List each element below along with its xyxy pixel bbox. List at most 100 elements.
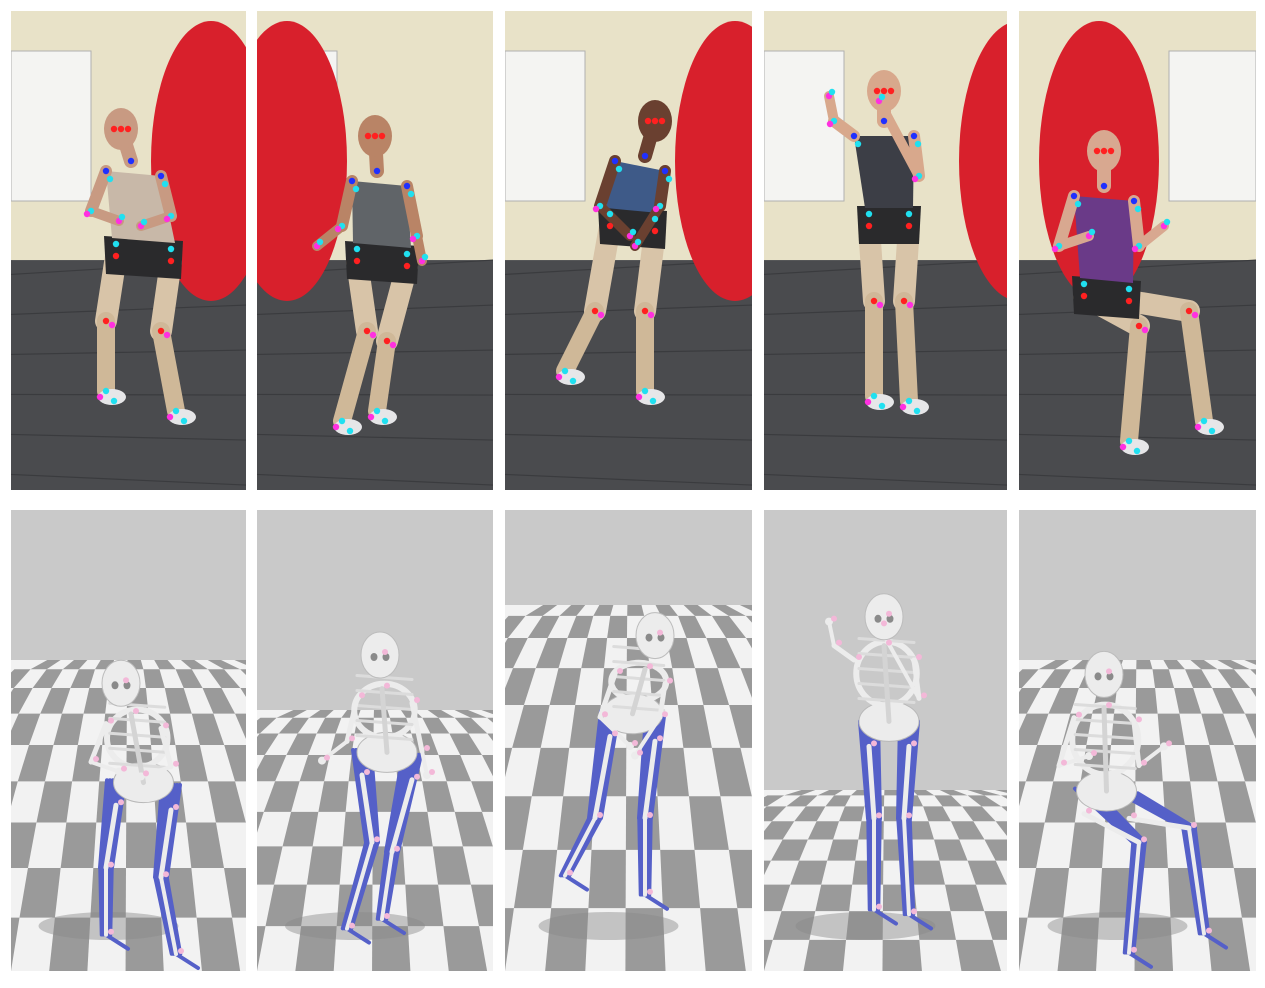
checker-tile (487, 717, 493, 723)
checker-tile (1019, 822, 1045, 869)
keypoint-markers (1051, 147, 1216, 455)
keypoint-dot (382, 649, 388, 655)
checker-tile (967, 860, 1007, 885)
keypoint-dot (606, 210, 614, 218)
keypoint-dot (166, 413, 174, 421)
photo-run (505, 11, 752, 490)
checker-tile (17, 744, 54, 782)
checker-tile (1134, 917, 1174, 971)
keypoint-dot (913, 407, 921, 415)
floor-seam (764, 433, 1007, 441)
checker-tile (1069, 822, 1106, 869)
muscle-thigh (354, 748, 370, 845)
checker-tile (549, 668, 582, 705)
shorts (104, 236, 183, 279)
checker-tile (700, 908, 746, 971)
leg-lower (556, 302, 604, 380)
virtual-markers (1061, 668, 1212, 953)
checker-tile (513, 849, 558, 909)
keypoint-dot (649, 397, 657, 405)
keypoint-dot (124, 125, 132, 133)
muscle-foot (563, 873, 589, 892)
checker-tile (588, 849, 626, 909)
checker-tile (11, 713, 41, 745)
photo-squat (11, 11, 246, 490)
floor-seam (257, 349, 493, 356)
spine (630, 666, 648, 717)
checker-tile (1044, 781, 1081, 823)
keypoint-dot (651, 227, 659, 235)
spine (128, 711, 146, 786)
keypoint-dot (83, 210, 91, 218)
keypoint-dot (163, 331, 171, 339)
keypoint-dot (429, 769, 435, 775)
keypoint-dot (332, 423, 340, 431)
skull (1084, 650, 1124, 698)
checker-tile (1099, 868, 1135, 918)
keypoint-dot (644, 117, 652, 125)
keypoint-dot (658, 117, 666, 125)
skeleton-figure (285, 631, 431, 945)
leg-lower (1180, 302, 1213, 430)
keypoint-dot (850, 132, 858, 140)
keypoint-markers (313, 132, 429, 435)
hand (631, 751, 639, 760)
shadow (538, 912, 679, 940)
forearm (827, 619, 836, 648)
keypoint-dot (348, 177, 356, 185)
red-partition (151, 21, 246, 301)
checker-tile (764, 795, 785, 807)
hand (137, 772, 145, 781)
muscle-shank (567, 816, 603, 878)
checker-tile (154, 660, 176, 670)
checker-tile (655, 605, 679, 616)
checker-tile (1019, 688, 1041, 714)
keypoint-dot (173, 804, 179, 810)
keypoint-dot (352, 185, 360, 193)
muscle-thigh (157, 783, 170, 880)
keypoint-dot (334, 225, 342, 233)
femur (103, 802, 119, 871)
muscle-thigh (165, 783, 182, 880)
checker-tile (512, 704, 550, 748)
checker-tile (729, 704, 752, 748)
checker-tile (454, 811, 493, 847)
keypoint-dot (629, 228, 637, 236)
keypoint-dot (911, 908, 917, 915)
muscle-thigh (589, 709, 606, 820)
keypoint-dot (615, 165, 623, 173)
femur (359, 772, 375, 845)
keypoint-dot (167, 245, 175, 253)
eye-socket (111, 681, 119, 690)
muscle-foot (907, 912, 933, 931)
keypoint-dot (157, 327, 165, 335)
checker-tile (746, 637, 752, 649)
keypoint-dot (1125, 285, 1133, 293)
humerus (657, 681, 668, 720)
skeleton-figure (1047, 650, 1228, 969)
keypoint-dot (870, 297, 878, 305)
muscle-thigh (98, 778, 109, 870)
eye-socket (1106, 672, 1114, 681)
keypoint-dot (567, 869, 573, 876)
keypoint-dot (905, 210, 913, 218)
checker-tile (1195, 822, 1234, 869)
checker-tile (257, 717, 277, 734)
checker-tile (235, 713, 246, 739)
person-figure (85, 108, 196, 425)
keypoint-dot (403, 262, 411, 270)
checker-tile (306, 846, 343, 885)
keypoint-dot (905, 222, 913, 230)
keypoint-dot (1125, 297, 1133, 305)
keypoint-dot (1100, 147, 1108, 155)
checker-tile (825, 795, 851, 807)
checker-tile (525, 605, 558, 616)
eye-socket (370, 653, 378, 661)
keypoint-dot (389, 341, 397, 349)
keypoint-dot (112, 252, 120, 260)
keypoint-dot (346, 427, 354, 435)
virtual-markers (567, 629, 673, 895)
checker-tile (1019, 669, 1039, 689)
checker-tile (839, 806, 865, 822)
keypoint-dot (363, 327, 371, 335)
